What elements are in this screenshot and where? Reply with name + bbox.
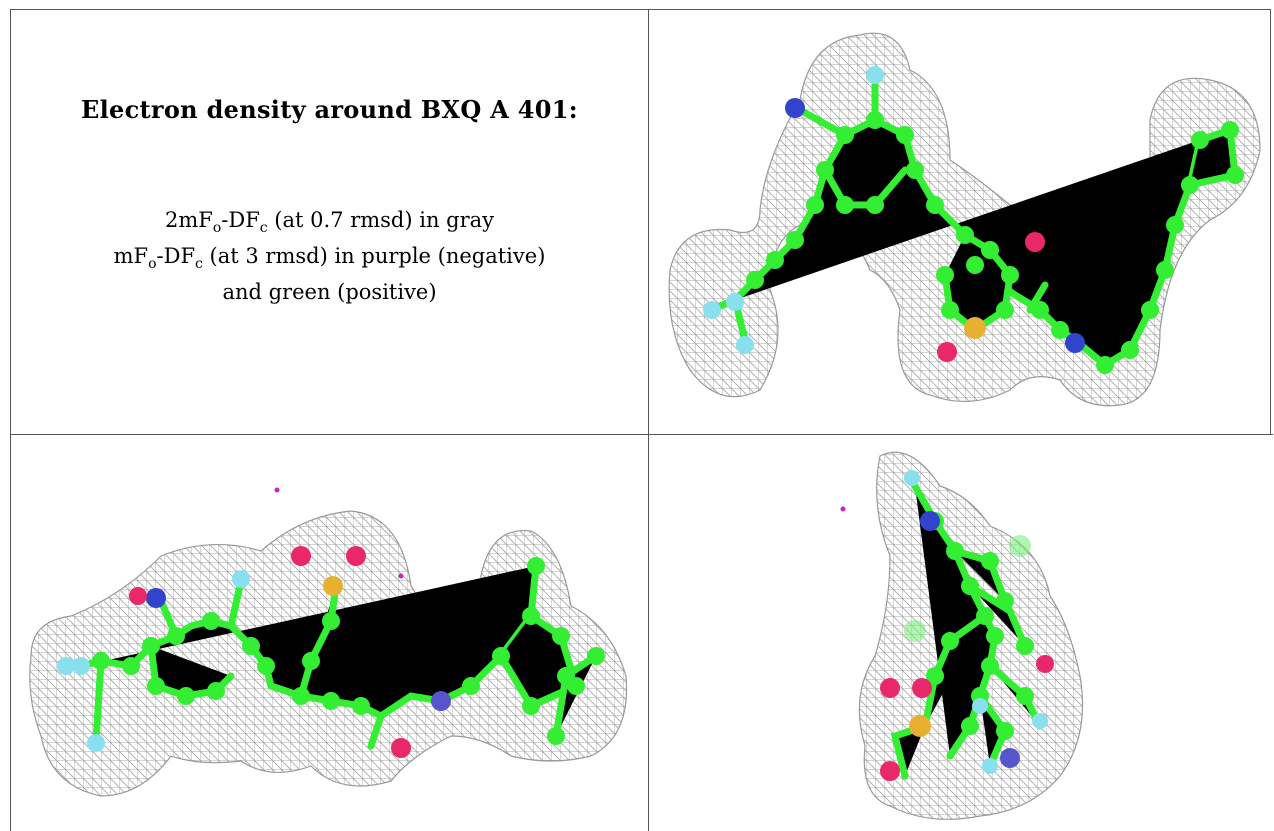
caption-panel: Electron density around BXQ A 401: 2mFo-… — [11, 10, 648, 433]
density-map-bottom-left — [29, 487, 628, 797]
left-border — [10, 9, 11, 831]
legend-line-1: 2mFo-DFc (at 0.7 rmsd) in gray — [164, 208, 495, 237]
center-divider — [648, 9, 649, 831]
right-border — [1270, 9, 1271, 435]
view-top-right — [650, 10, 1270, 433]
density-map-top-right — [668, 32, 1261, 407]
density-map-bottom-right — [840, 451, 1084, 820]
caption-legend: 2mFo-DFc (at 0.7 rmsd) in gray mFo-DFc (… — [11, 206, 648, 306]
view-bottom-right — [650, 436, 1270, 831]
ligand-atoms — [840, 470, 1054, 781]
caption-title: Electron density around BXQ A 401: — [81, 95, 578, 124]
top-border — [11, 9, 1271, 10]
middle-divider — [11, 434, 1273, 435]
ligand-atoms — [703, 66, 1244, 374]
legend-line-3: and green (positive) — [222, 280, 437, 305]
ligand-atoms — [57, 487, 605, 758]
view-bottom-left — [11, 436, 648, 831]
legend-line-2: mFo-DFc (at 3 rmsd) in purple (negative) — [113, 244, 546, 273]
